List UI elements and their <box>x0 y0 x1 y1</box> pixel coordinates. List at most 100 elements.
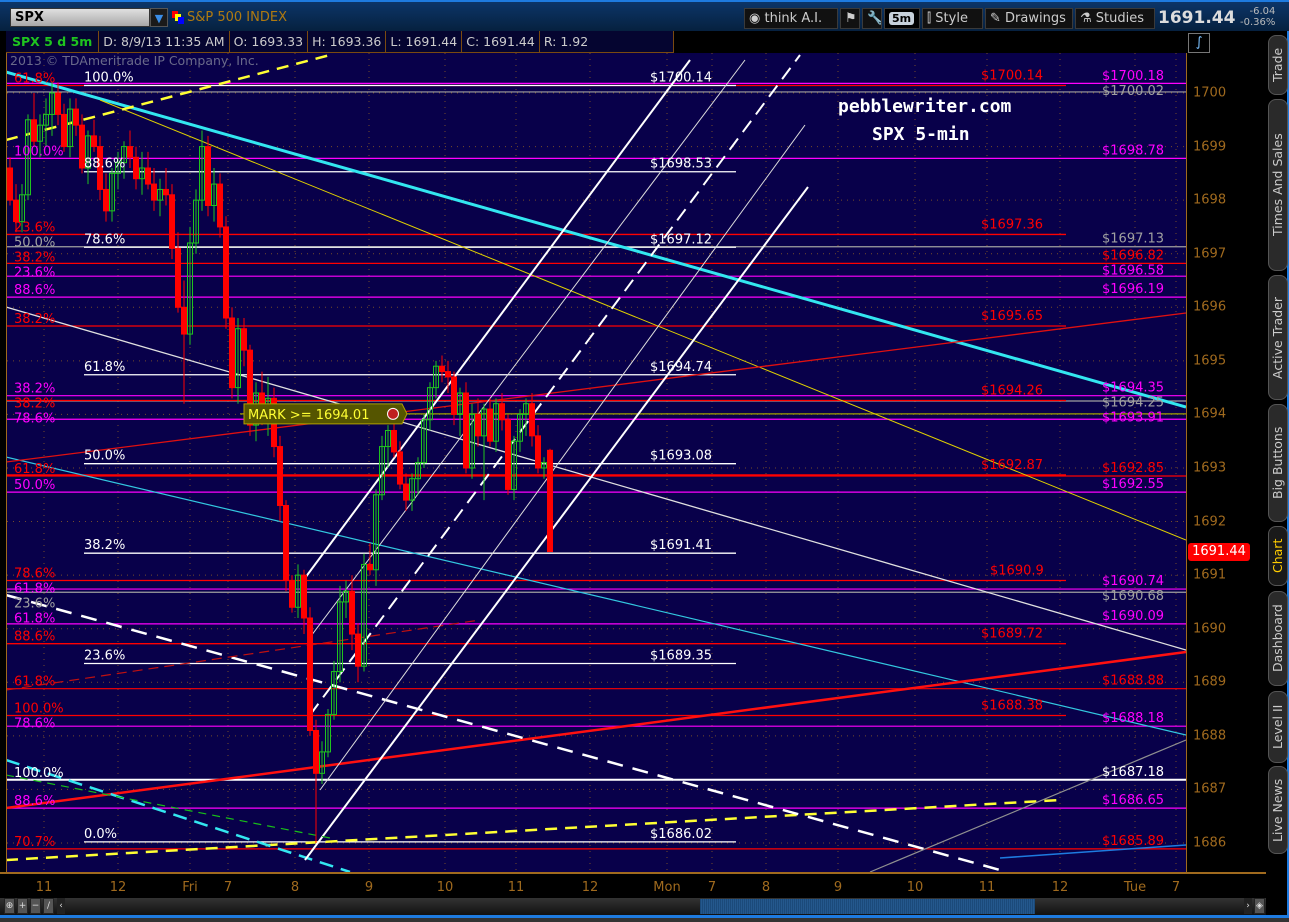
watermark: 2013 © TDAmeritrade IP Company, Inc. <box>10 53 259 68</box>
scroll-right-button[interactable]: › <box>1244 898 1252 914</box>
candle <box>85 130 91 185</box>
chart-title[interactable]: SPX 5 d 5m <box>12 34 93 49</box>
candle <box>55 82 61 126</box>
level-pct-label: 61.8% <box>14 72 55 87</box>
studies-button[interactable]: ⚗ Studies <box>1075 8 1155 29</box>
level-pct-label: 50.0% <box>14 235 55 250</box>
candle-body <box>517 413 523 442</box>
think-ai-icon: ◉ <box>749 11 765 26</box>
candle-body <box>337 601 343 673</box>
candle-body <box>199 146 205 201</box>
level-price-label: $1690.09 <box>1102 609 1164 624</box>
fib-red-price: $1694.26 <box>981 383 1043 398</box>
candle-body <box>283 504 289 581</box>
symbol-link-icon[interactable] <box>172 11 184 25</box>
candle-body <box>451 376 457 415</box>
level-pct-label: 38.2% <box>14 312 55 327</box>
candle <box>241 317 247 367</box>
symbol-input[interactable]: SPX <box>10 8 150 27</box>
scrollbar-thumb[interactable] <box>700 899 1035 914</box>
zoom-out-icon[interactable]: − <box>30 898 41 914</box>
candle <box>535 425 541 474</box>
fib-white-price: $1700.14 <box>650 71 712 86</box>
candle-body <box>187 242 193 335</box>
pan-icon[interactable]: ⊕ <box>4 898 15 914</box>
candle <box>355 623 361 683</box>
flag-icon[interactable]: ⚑ <box>840 8 860 29</box>
candle <box>451 371 457 426</box>
chart-scrollbar[interactable]: ⊕ + − / ‹ › ◈ <box>0 898 1266 915</box>
candle-body <box>295 574 301 608</box>
bar-low: L: 1691.44 <box>385 31 461 52</box>
alert-marker[interactable]: MARK >= 1694.01 <box>243 403 408 425</box>
candle <box>403 473 409 511</box>
wrench-icon[interactable]: 🔧 <box>862 8 882 29</box>
time-tick-label: 7 <box>1171 880 1181 895</box>
time-tick-label: Tue <box>1123 880 1147 895</box>
candle-body <box>361 563 367 667</box>
candle <box>397 441 403 490</box>
candle <box>295 564 301 618</box>
studies-label: Studies <box>1095 11 1145 26</box>
close-icon[interactable] <box>387 407 399 420</box>
candle <box>313 719 319 843</box>
time-tick-label: 10 <box>906 880 924 895</box>
expand-icon[interactable]: ◈ <box>1254 898 1265 914</box>
candle-body <box>109 172 115 212</box>
time-tick-label: 12 <box>109 880 127 895</box>
candle-body <box>235 328 241 389</box>
last-price-badge: 1691.44 <box>1188 542 1250 561</box>
price-tick-label: 1695 <box>1193 353 1227 369</box>
level-pct-label: 100.0% <box>14 766 64 781</box>
level-pct-label: 78.6% <box>14 412 55 427</box>
candle-body <box>499 403 505 421</box>
candle-body <box>37 124 43 142</box>
symbol-dropdown-button[interactable]: ▼ <box>150 8 168 27</box>
zoom-in-icon[interactable]: + <box>17 898 28 914</box>
level-price-label: $1694.25 <box>1102 396 1164 411</box>
candle <box>127 130 133 168</box>
candle <box>517 409 523 452</box>
candle-body <box>205 146 211 206</box>
trendline-drawing <box>869 739 1186 872</box>
time-axis[interactable]: 11 12 Fri 7 8 9 10 11 12 Mon 7 8 9 10 11 12 Tue 7 <box>0 872 1266 898</box>
think-ai-button[interactable]: ◉ think A.I. <box>744 8 838 29</box>
time-tick-label: 8 <box>761 880 771 895</box>
level-price-label: $1688.18 <box>1102 711 1164 726</box>
study-edit-icon[interactable]: ∫ <box>1188 33 1210 53</box>
interval-label: 5m <box>889 12 915 25</box>
candle-body <box>25 119 31 196</box>
style-label: Style <box>935 11 968 26</box>
candle-icon: ⫿ <box>927 11 936 26</box>
level-price-label: $1693.91 <box>1102 411 1164 426</box>
style-button[interactable]: ⫿ Style <box>922 8 983 29</box>
drawings-button[interactable]: ✎ Drawings <box>985 8 1073 29</box>
price-axis[interactable]: 1686 1687 1688 1689 1690 1691 1692 1693 1694 1695… <box>1186 53 1266 872</box>
candle <box>445 360 451 393</box>
candle-body <box>307 617 313 731</box>
candle <box>121 141 127 179</box>
candle-body <box>145 167 151 185</box>
price-tick-label: 1697 <box>1193 246 1227 262</box>
fib-white-pct: 61.8% <box>84 360 125 375</box>
candle-body <box>373 494 379 571</box>
fib-red-price: $1688.38 <box>981 698 1043 713</box>
candle-body <box>151 183 157 201</box>
interval-button[interactable]: 5m <box>884 8 920 29</box>
fib-white-pct: 23.6% <box>84 649 125 664</box>
draw-line-icon[interactable]: / <box>43 898 54 914</box>
candle <box>97 135 103 201</box>
candle-body <box>223 226 229 319</box>
candle-body <box>289 579 295 608</box>
fib-red-price: $1695.65 <box>981 309 1043 324</box>
time-tick-label: Mon <box>653 880 681 895</box>
candle <box>373 489 379 586</box>
candle <box>499 392 505 431</box>
level-price-label: $1700.02 <box>1102 84 1164 99</box>
candle <box>505 414 511 495</box>
scroll-left-button[interactable]: ‹ <box>57 898 65 914</box>
trendline-drawing <box>999 844 1186 859</box>
candle-body <box>457 392 463 415</box>
candle <box>307 607 313 736</box>
